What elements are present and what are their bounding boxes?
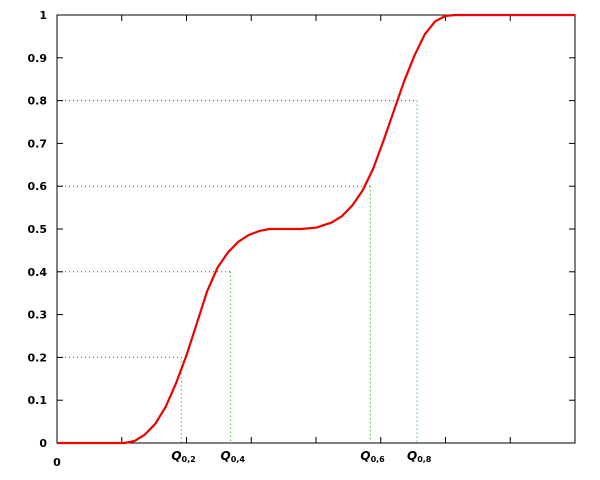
quantile-guides xyxy=(57,100,418,443)
quantile-label: Q0,8 xyxy=(407,449,432,464)
y-tick-label: 0.5 xyxy=(28,223,48,236)
plot-frame xyxy=(56,14,576,444)
y-tick-label: 0.1 xyxy=(28,394,48,407)
y-tick-label: 0.9 xyxy=(28,52,48,65)
y-tick-label: 1 xyxy=(39,9,47,22)
axis-ticks xyxy=(57,15,575,443)
y-tick-label: 0 xyxy=(39,437,47,450)
y-tick-label: 0.3 xyxy=(28,309,48,322)
cdf-curve xyxy=(57,13,575,445)
y-tick-label: 0.7 xyxy=(28,137,48,150)
y-tick-label: 0.2 xyxy=(28,351,48,364)
quantile-label: Q0,4 xyxy=(221,449,246,464)
quantile-labels: Q0,2 Q0,4 Q0,6 Q0,8 xyxy=(171,449,431,464)
quantile-label: Q0,6 xyxy=(360,449,385,464)
x-tick-labels: 0 xyxy=(53,456,61,469)
y-tick-label: 0.8 xyxy=(28,95,48,108)
y-tick-labels: 0 0.1 0.2 0.3 0.4 0.5 0.6 0.7 0.8 0.9 1 xyxy=(28,9,48,450)
quantile-label: Q0,2 xyxy=(171,449,195,464)
y-tick-label: 0.6 xyxy=(28,180,48,193)
y-tick-label: 0.4 xyxy=(28,266,48,279)
x-tick-label: 0 xyxy=(53,456,61,469)
